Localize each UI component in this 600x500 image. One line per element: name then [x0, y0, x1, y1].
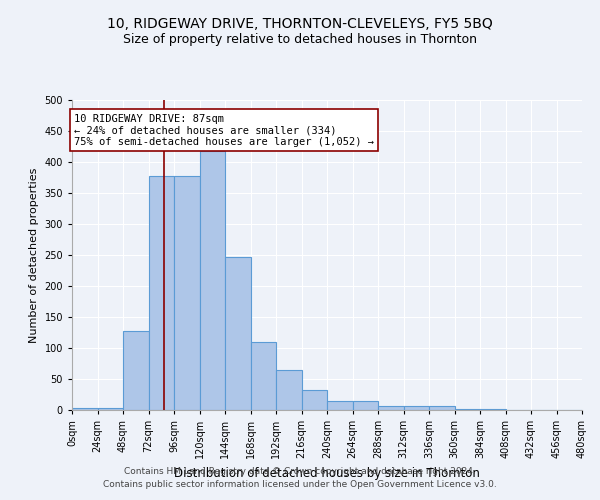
- Bar: [353, 400, 378, 410]
- Bar: [302, 390, 327, 410]
- Bar: [97, 408, 123, 410]
- Bar: [72, 408, 97, 410]
- Y-axis label: Number of detached properties: Number of detached properties: [29, 168, 39, 342]
- X-axis label: Distribution of detached houses by size in Thornton: Distribution of detached houses by size …: [174, 466, 480, 479]
- Bar: [174, 176, 199, 410]
- Bar: [123, 330, 149, 410]
- Text: Contains public sector information licensed under the Open Government Licence v3: Contains public sector information licen…: [103, 480, 497, 489]
- Text: Size of property relative to detached houses in Thornton: Size of property relative to detached ho…: [123, 32, 477, 46]
- Bar: [276, 370, 302, 410]
- Text: Contains HM Land Registry data © Crown copyright and database right 2024.: Contains HM Land Registry data © Crown c…: [124, 467, 476, 476]
- Bar: [149, 176, 174, 410]
- Bar: [327, 400, 353, 410]
- Bar: [251, 342, 276, 410]
- Bar: [404, 406, 429, 410]
- Bar: [225, 258, 251, 410]
- Text: 10 RIDGEWAY DRIVE: 87sqm
← 24% of detached houses are smaller (334)
75% of semi-: 10 RIDGEWAY DRIVE: 87sqm ← 24% of detach…: [74, 114, 374, 147]
- Bar: [378, 406, 404, 410]
- Text: 10, RIDGEWAY DRIVE, THORNTON-CLEVELEYS, FY5 5BQ: 10, RIDGEWAY DRIVE, THORNTON-CLEVELEYS, …: [107, 18, 493, 32]
- Bar: [429, 406, 455, 410]
- Bar: [199, 151, 225, 410]
